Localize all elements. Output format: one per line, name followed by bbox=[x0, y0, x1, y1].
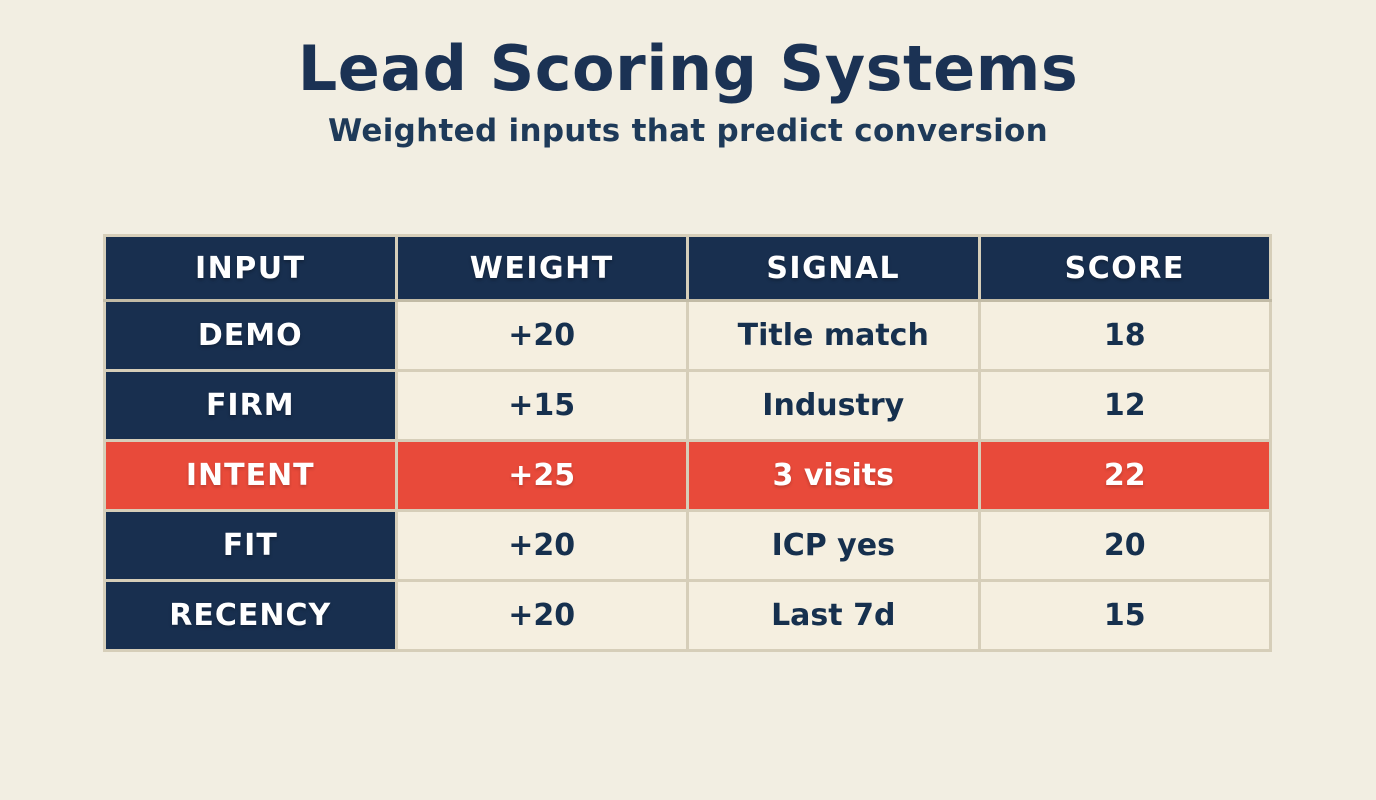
input-cell: FIRM bbox=[103, 369, 398, 442]
table-row-recency: RECENCY +20 Last 7d 15 bbox=[103, 579, 1272, 652]
lead-scoring-table-container: INPUT WEIGHT SIGNAL SCORE DEMO +20 Title… bbox=[103, 234, 1272, 652]
table-header: INPUT WEIGHT SIGNAL SCORE bbox=[103, 234, 1272, 302]
table-row-demo: DEMO +20 Title match 18 bbox=[103, 299, 1272, 372]
lead-scoring-table: INPUT WEIGHT SIGNAL SCORE DEMO +20 Title… bbox=[103, 234, 1272, 652]
input-cell: RECENCY bbox=[103, 579, 398, 652]
signal-cell: Industry bbox=[686, 369, 981, 442]
weight-cell: +20 bbox=[394, 579, 689, 652]
input-cell: INTENT bbox=[103, 439, 398, 512]
score-cell: 12 bbox=[977, 369, 1272, 442]
column-header-signal: SIGNAL bbox=[686, 234, 981, 302]
signal-cell: 3 visits bbox=[686, 439, 981, 512]
weight-cell: +15 bbox=[394, 369, 689, 442]
table-body: DEMO +20 Title match 18 FIRM +15 Industr… bbox=[103, 299, 1272, 652]
input-cell: FIT bbox=[103, 509, 398, 582]
weight-cell: +25 bbox=[394, 439, 689, 512]
column-header-input: INPUT bbox=[103, 234, 398, 302]
page-title: Lead Scoring Systems bbox=[297, 32, 1079, 105]
input-cell: DEMO bbox=[103, 299, 398, 372]
table-row-fit: FIT +20 ICP yes 20 bbox=[103, 509, 1272, 582]
page-subtitle: Weighted inputs that predict conversion bbox=[328, 113, 1048, 149]
score-cell: 15 bbox=[977, 579, 1272, 652]
score-cell: 18 bbox=[977, 299, 1272, 372]
signal-cell: Last 7d bbox=[686, 579, 981, 652]
column-header-score: SCORE bbox=[977, 234, 1272, 302]
table-row-intent-highlighted: INTENT +25 3 visits 22 bbox=[103, 439, 1272, 512]
signal-cell: ICP yes bbox=[686, 509, 981, 582]
page: Lead Scoring Systems Weighted inputs tha… bbox=[0, 32, 1376, 800]
weight-cell: +20 bbox=[394, 509, 689, 582]
table-row-firm: FIRM +15 Industry 12 bbox=[103, 369, 1272, 442]
score-cell: 22 bbox=[977, 439, 1272, 512]
column-header-weight: WEIGHT bbox=[394, 234, 689, 302]
weight-cell: +20 bbox=[394, 299, 689, 372]
header-row: INPUT WEIGHT SIGNAL SCORE bbox=[103, 234, 1272, 302]
score-cell: 20 bbox=[977, 509, 1272, 582]
signal-cell: Title match bbox=[686, 299, 981, 372]
